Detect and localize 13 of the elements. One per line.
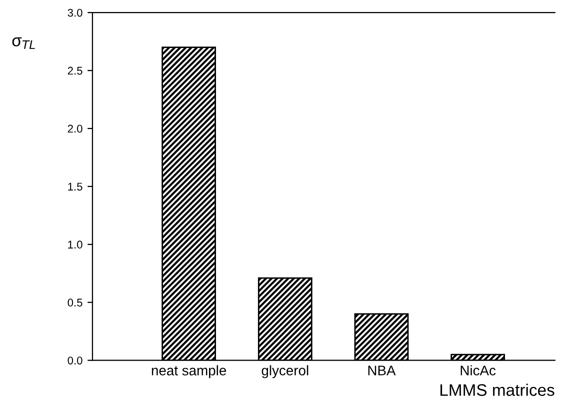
y-tick-label: 3.0 (68, 8, 82, 17)
x-tick-label: glycerol (262, 365, 308, 378)
y-tick-label: 1.0 (68, 240, 82, 249)
x-tick-label: NBA (368, 366, 396, 376)
x-tick-label: neat sample (152, 365, 226, 378)
x-tick-label: NicAc (460, 365, 496, 376)
y-tick-label: 1.5 (68, 182, 82, 191)
y-tick-label: 2.0 (68, 124, 82, 133)
y-tick-label: 0.5 (68, 298, 82, 307)
y-tick-label: 2.5 (68, 66, 82, 75)
y-tick-label: 0.0 (68, 356, 82, 364)
x-axis-title: LMMS matrices (440, 384, 554, 396)
y-axis-title: σ$_{TL}$ (12, 37, 35, 49)
